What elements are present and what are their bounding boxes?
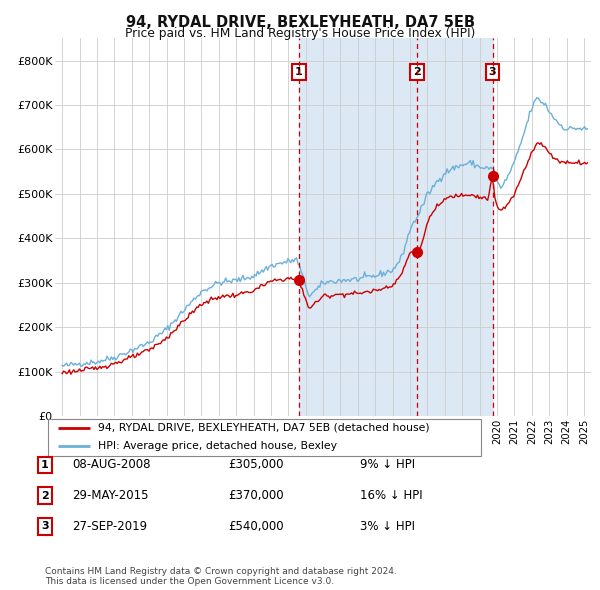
Text: 1: 1 <box>295 67 302 77</box>
Text: 16% ↓ HPI: 16% ↓ HPI <box>360 489 422 502</box>
Text: 1: 1 <box>41 460 49 470</box>
Text: 27-SEP-2019: 27-SEP-2019 <box>72 520 147 533</box>
Text: Price paid vs. HM Land Registry's House Price Index (HPI): Price paid vs. HM Land Registry's House … <box>125 27 475 40</box>
Text: 3% ↓ HPI: 3% ↓ HPI <box>360 520 415 533</box>
FancyBboxPatch shape <box>47 419 481 455</box>
Text: £370,000: £370,000 <box>228 489 284 502</box>
Text: HPI: Average price, detached house, Bexley: HPI: Average price, detached house, Bexl… <box>98 441 337 451</box>
Text: 08-AUG-2008: 08-AUG-2008 <box>72 458 151 471</box>
Text: 3: 3 <box>489 67 496 77</box>
Text: 2: 2 <box>413 67 421 77</box>
Text: £305,000: £305,000 <box>228 458 284 471</box>
Text: 2: 2 <box>41 491 49 500</box>
Text: 94, RYDAL DRIVE, BEXLEYHEATH, DA7 5EB: 94, RYDAL DRIVE, BEXLEYHEATH, DA7 5EB <box>125 15 475 30</box>
Text: 29-MAY-2015: 29-MAY-2015 <box>72 489 149 502</box>
Text: 9% ↓ HPI: 9% ↓ HPI <box>360 458 415 471</box>
Text: £540,000: £540,000 <box>228 520 284 533</box>
Text: 3: 3 <box>41 522 49 531</box>
Text: Contains HM Land Registry data © Crown copyright and database right 2024.
This d: Contains HM Land Registry data © Crown c… <box>45 567 397 586</box>
Text: 94, RYDAL DRIVE, BEXLEYHEATH, DA7 5EB (detached house): 94, RYDAL DRIVE, BEXLEYHEATH, DA7 5EB (d… <box>98 423 430 433</box>
Bar <box>299 38 493 416</box>
